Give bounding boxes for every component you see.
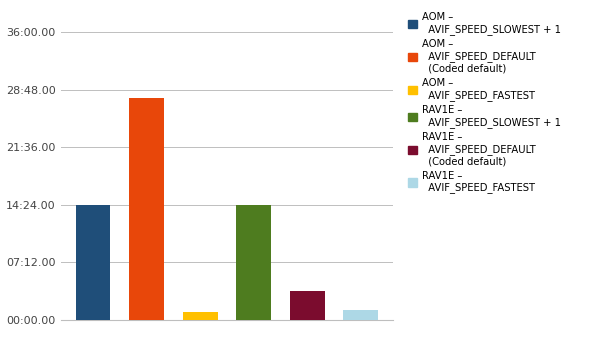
Bar [129,98,164,320]
Bar [343,310,378,320]
Bar [236,205,271,320]
Legend: AOM –
  AVIF_SPEED_SLOWEST + 1, AOM –
  AVIF_SPEED_DEFAULT
  (Coded default), AO: AOM – AVIF_SPEED_SLOWEST + 1, AOM – AVIF… [408,13,561,193]
Bar [290,291,325,320]
Bar [183,312,218,320]
Bar [76,205,111,320]
